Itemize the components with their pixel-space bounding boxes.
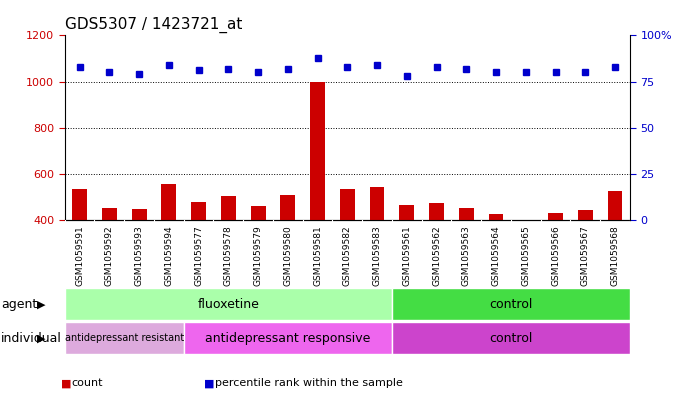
Bar	[281, 195, 296, 220]
Text: GSM1059567: GSM1059567	[581, 225, 590, 286]
Text: GSM1059565: GSM1059565	[521, 225, 530, 286]
Text: GSM1059594: GSM1059594	[164, 225, 174, 286]
Bar	[221, 196, 236, 220]
Bar	[370, 187, 385, 220]
Text: count: count	[72, 378, 103, 388]
Bar	[399, 205, 414, 220]
Text: ▶: ▶	[37, 299, 46, 309]
Bar	[488, 214, 503, 220]
Bar	[429, 204, 444, 220]
Text: GSM1059561: GSM1059561	[402, 225, 411, 286]
Text: individual: individual	[1, 332, 62, 345]
Text: GSM1059581: GSM1059581	[313, 225, 322, 286]
Text: agent: agent	[1, 298, 37, 311]
Bar	[607, 191, 622, 220]
Bar	[578, 210, 592, 220]
Text: GSM1059568: GSM1059568	[611, 225, 620, 286]
Bar	[184, 322, 392, 354]
Text: GSM1059564: GSM1059564	[492, 225, 501, 286]
Bar	[310, 82, 325, 220]
Bar	[548, 213, 563, 220]
Bar	[161, 184, 176, 220]
Text: GSM1059582: GSM1059582	[343, 225, 352, 286]
Text: GSM1059566: GSM1059566	[551, 225, 560, 286]
Bar	[392, 288, 630, 320]
Bar	[65, 288, 392, 320]
Text: GSM1059562: GSM1059562	[432, 225, 441, 286]
Bar	[102, 208, 116, 220]
Text: GSM1059578: GSM1059578	[224, 225, 233, 286]
Bar	[518, 220, 533, 221]
Text: percentile rank within the sample: percentile rank within the sample	[215, 378, 402, 388]
Bar	[191, 202, 206, 220]
Text: ▶: ▶	[37, 333, 46, 343]
Text: control: control	[489, 298, 533, 311]
Text: fluoxetine: fluoxetine	[197, 298, 259, 311]
Text: GSM1059580: GSM1059580	[283, 225, 292, 286]
Bar	[340, 189, 355, 220]
Text: GDS5307 / 1423721_at: GDS5307 / 1423721_at	[65, 17, 242, 33]
Text: control: control	[489, 332, 533, 345]
Text: ■: ■	[61, 378, 72, 388]
Text: GSM1059593: GSM1059593	[135, 225, 144, 286]
Bar	[392, 322, 630, 354]
Bar	[65, 322, 184, 354]
Text: GSM1059577: GSM1059577	[194, 225, 203, 286]
Text: GSM1059591: GSM1059591	[75, 225, 84, 286]
Text: GSM1059592: GSM1059592	[105, 225, 114, 286]
Text: ■: ■	[204, 378, 215, 388]
Bar	[131, 209, 146, 220]
Text: GSM1059579: GSM1059579	[253, 225, 263, 286]
Text: antidepressant resistant: antidepressant resistant	[65, 333, 184, 343]
Text: antidepressant responsive: antidepressant responsive	[205, 332, 370, 345]
Text: GSM1059563: GSM1059563	[462, 225, 471, 286]
Bar	[72, 189, 87, 220]
Bar	[459, 208, 474, 220]
Text: GSM1059583: GSM1059583	[373, 225, 381, 286]
Bar	[251, 206, 266, 220]
